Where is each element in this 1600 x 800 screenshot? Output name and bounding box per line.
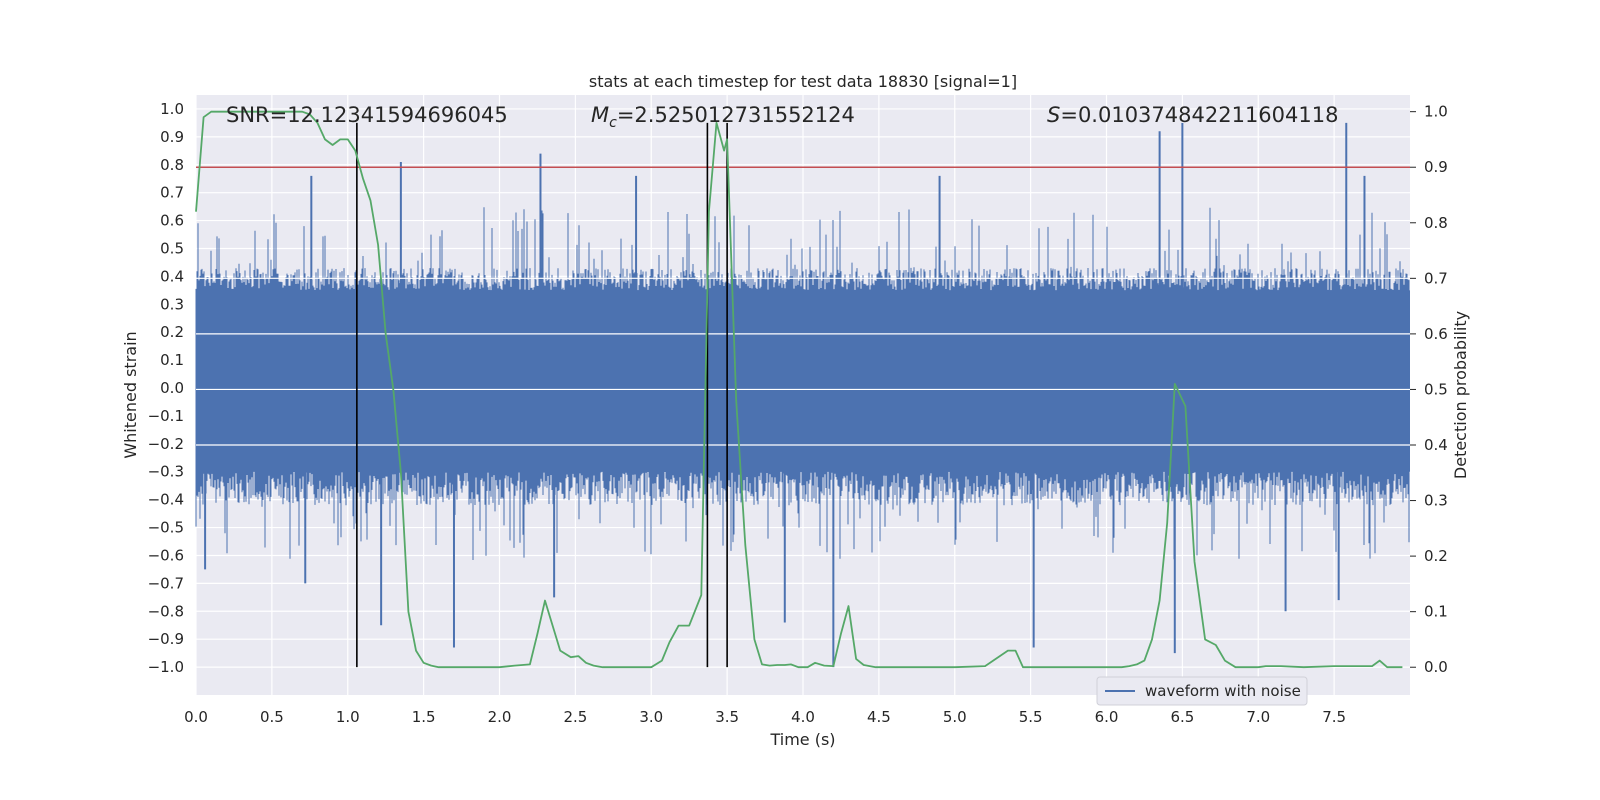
y-tick-label-left: 1.0 <box>160 100 184 118</box>
y-tick-label-left: 0.5 <box>160 239 184 257</box>
mc-subscript: c <box>609 115 617 131</box>
y-tick-label-left: 0.8 <box>160 156 184 174</box>
y-axis-label-right: Detection probability <box>1451 311 1470 479</box>
y-tick-label-left: 0.2 <box>160 323 184 341</box>
y-axis-label-left: Whitened strain <box>121 331 140 458</box>
y-tick-label-left: −0.3 <box>148 463 184 481</box>
x-tick-label: 5.5 <box>1019 708 1043 726</box>
y-tick-label-right: 0.1 <box>1424 603 1448 621</box>
y-tick-label-left: −0.1 <box>148 407 184 425</box>
x-tick-label: 6.0 <box>1095 708 1119 726</box>
y-tick-label-left: −0.4 <box>148 491 184 509</box>
s-annotation: S=0.010374842211604118 <box>1047 103 1338 127</box>
legend-box <box>1096 676 1308 706</box>
x-axis-label: Time (s) <box>769 730 835 749</box>
s-symbol: S <box>1047 103 1060 127</box>
y-tick-label-right: 0.7 <box>1424 269 1448 287</box>
y-tick-label-left: 0.9 <box>160 128 184 146</box>
mc-value: =2.525012731552124 <box>617 103 855 127</box>
y-tick-label-left: −0.9 <box>148 630 184 648</box>
y-tick-label-left: −1.0 <box>148 658 184 676</box>
x-tick-label: 2.0 <box>488 708 512 726</box>
x-tick-label: 3.5 <box>715 708 739 726</box>
snr-annotation: SNR=12.12341594696045 <box>226 103 508 127</box>
y-tick-label-right: 0.4 <box>1424 436 1448 454</box>
x-tick-label: 7.5 <box>1322 708 1346 726</box>
y-tick-label-left: −0.6 <box>148 546 184 564</box>
mc-symbol: M <box>591 103 609 127</box>
x-tick-label: 7.0 <box>1246 708 1270 726</box>
probability-series <box>195 110 1403 669</box>
x-tick-label: 5.0 <box>943 708 967 726</box>
legend-entry: waveform with noise <box>1145 682 1301 700</box>
s-value: =0.010374842211604118 <box>1060 103 1338 127</box>
y-tick-label-left: 0.1 <box>160 351 184 369</box>
vertical-markers <box>356 122 728 668</box>
y-tick-label-left: −0.7 <box>148 574 184 592</box>
probability-line <box>195 110 1403 669</box>
x-tick-label: 1.5 <box>412 708 436 726</box>
y-axis-left: 1.0 0.9 0.8 0.7 0.6 0.5 0.4 0.3 0.2 0.1 0.0 −0.1 −0.… <box>148 100 184 676</box>
x-tick-label: 0.5 <box>260 708 284 726</box>
x-tick-label: 0.0 <box>184 708 208 726</box>
y-axis-right: 1.0 0.9 0.8 0.7 0.6 0.5 0.4 0.3 0.2 0.1 0.0 <box>1410 103 1448 676</box>
y-tick-label-left: −0.8 <box>148 602 184 620</box>
y-tick-label-left: 0.4 <box>160 267 184 285</box>
y-tick-label-left: 0.0 <box>160 379 184 397</box>
y-tick-label-right: 0.5 <box>1424 380 1448 398</box>
x-tick-label: 4.5 <box>867 708 891 726</box>
y-tick-label-right: 0.0 <box>1424 658 1448 676</box>
x-tick-label: 2.5 <box>563 708 587 726</box>
y-tick-label-left: −0.2 <box>148 435 184 453</box>
y-tick-label-left: 0.6 <box>160 212 184 230</box>
y-tick-label-left: 0.7 <box>160 184 184 202</box>
x-axis: 0.0 0.5 1.0 1.5 2.0 2.5 3.0 3.5 4.0 4.5 5.0 5.5 6.0 6… <box>184 708 1346 726</box>
chart-title: stats at each timestep for test data 188… <box>589 72 1017 91</box>
y-tick-label-right: 0.9 <box>1424 158 1448 176</box>
y-tick-label-left: −0.5 <box>148 519 184 537</box>
y-tick-label-right: 0.6 <box>1424 325 1448 343</box>
y-tick-label-right: 1.0 <box>1424 103 1448 121</box>
x-tick-label: 3.0 <box>639 708 663 726</box>
legend: waveform with noise <box>1096 676 1308 706</box>
chirp-mass-annotation: Mc=2.525012731552124 <box>591 103 855 131</box>
y-tick-label-left: 0.3 <box>160 295 184 313</box>
y-tick-label-right: 0.3 <box>1424 492 1448 510</box>
y-tick-label-right: 0.8 <box>1424 214 1448 232</box>
x-tick-label: 6.5 <box>1170 708 1194 726</box>
y-tick-label-right: 0.2 <box>1424 547 1448 565</box>
x-tick-label: 1.0 <box>336 708 360 726</box>
x-tick-label: 4.0 <box>791 708 815 726</box>
